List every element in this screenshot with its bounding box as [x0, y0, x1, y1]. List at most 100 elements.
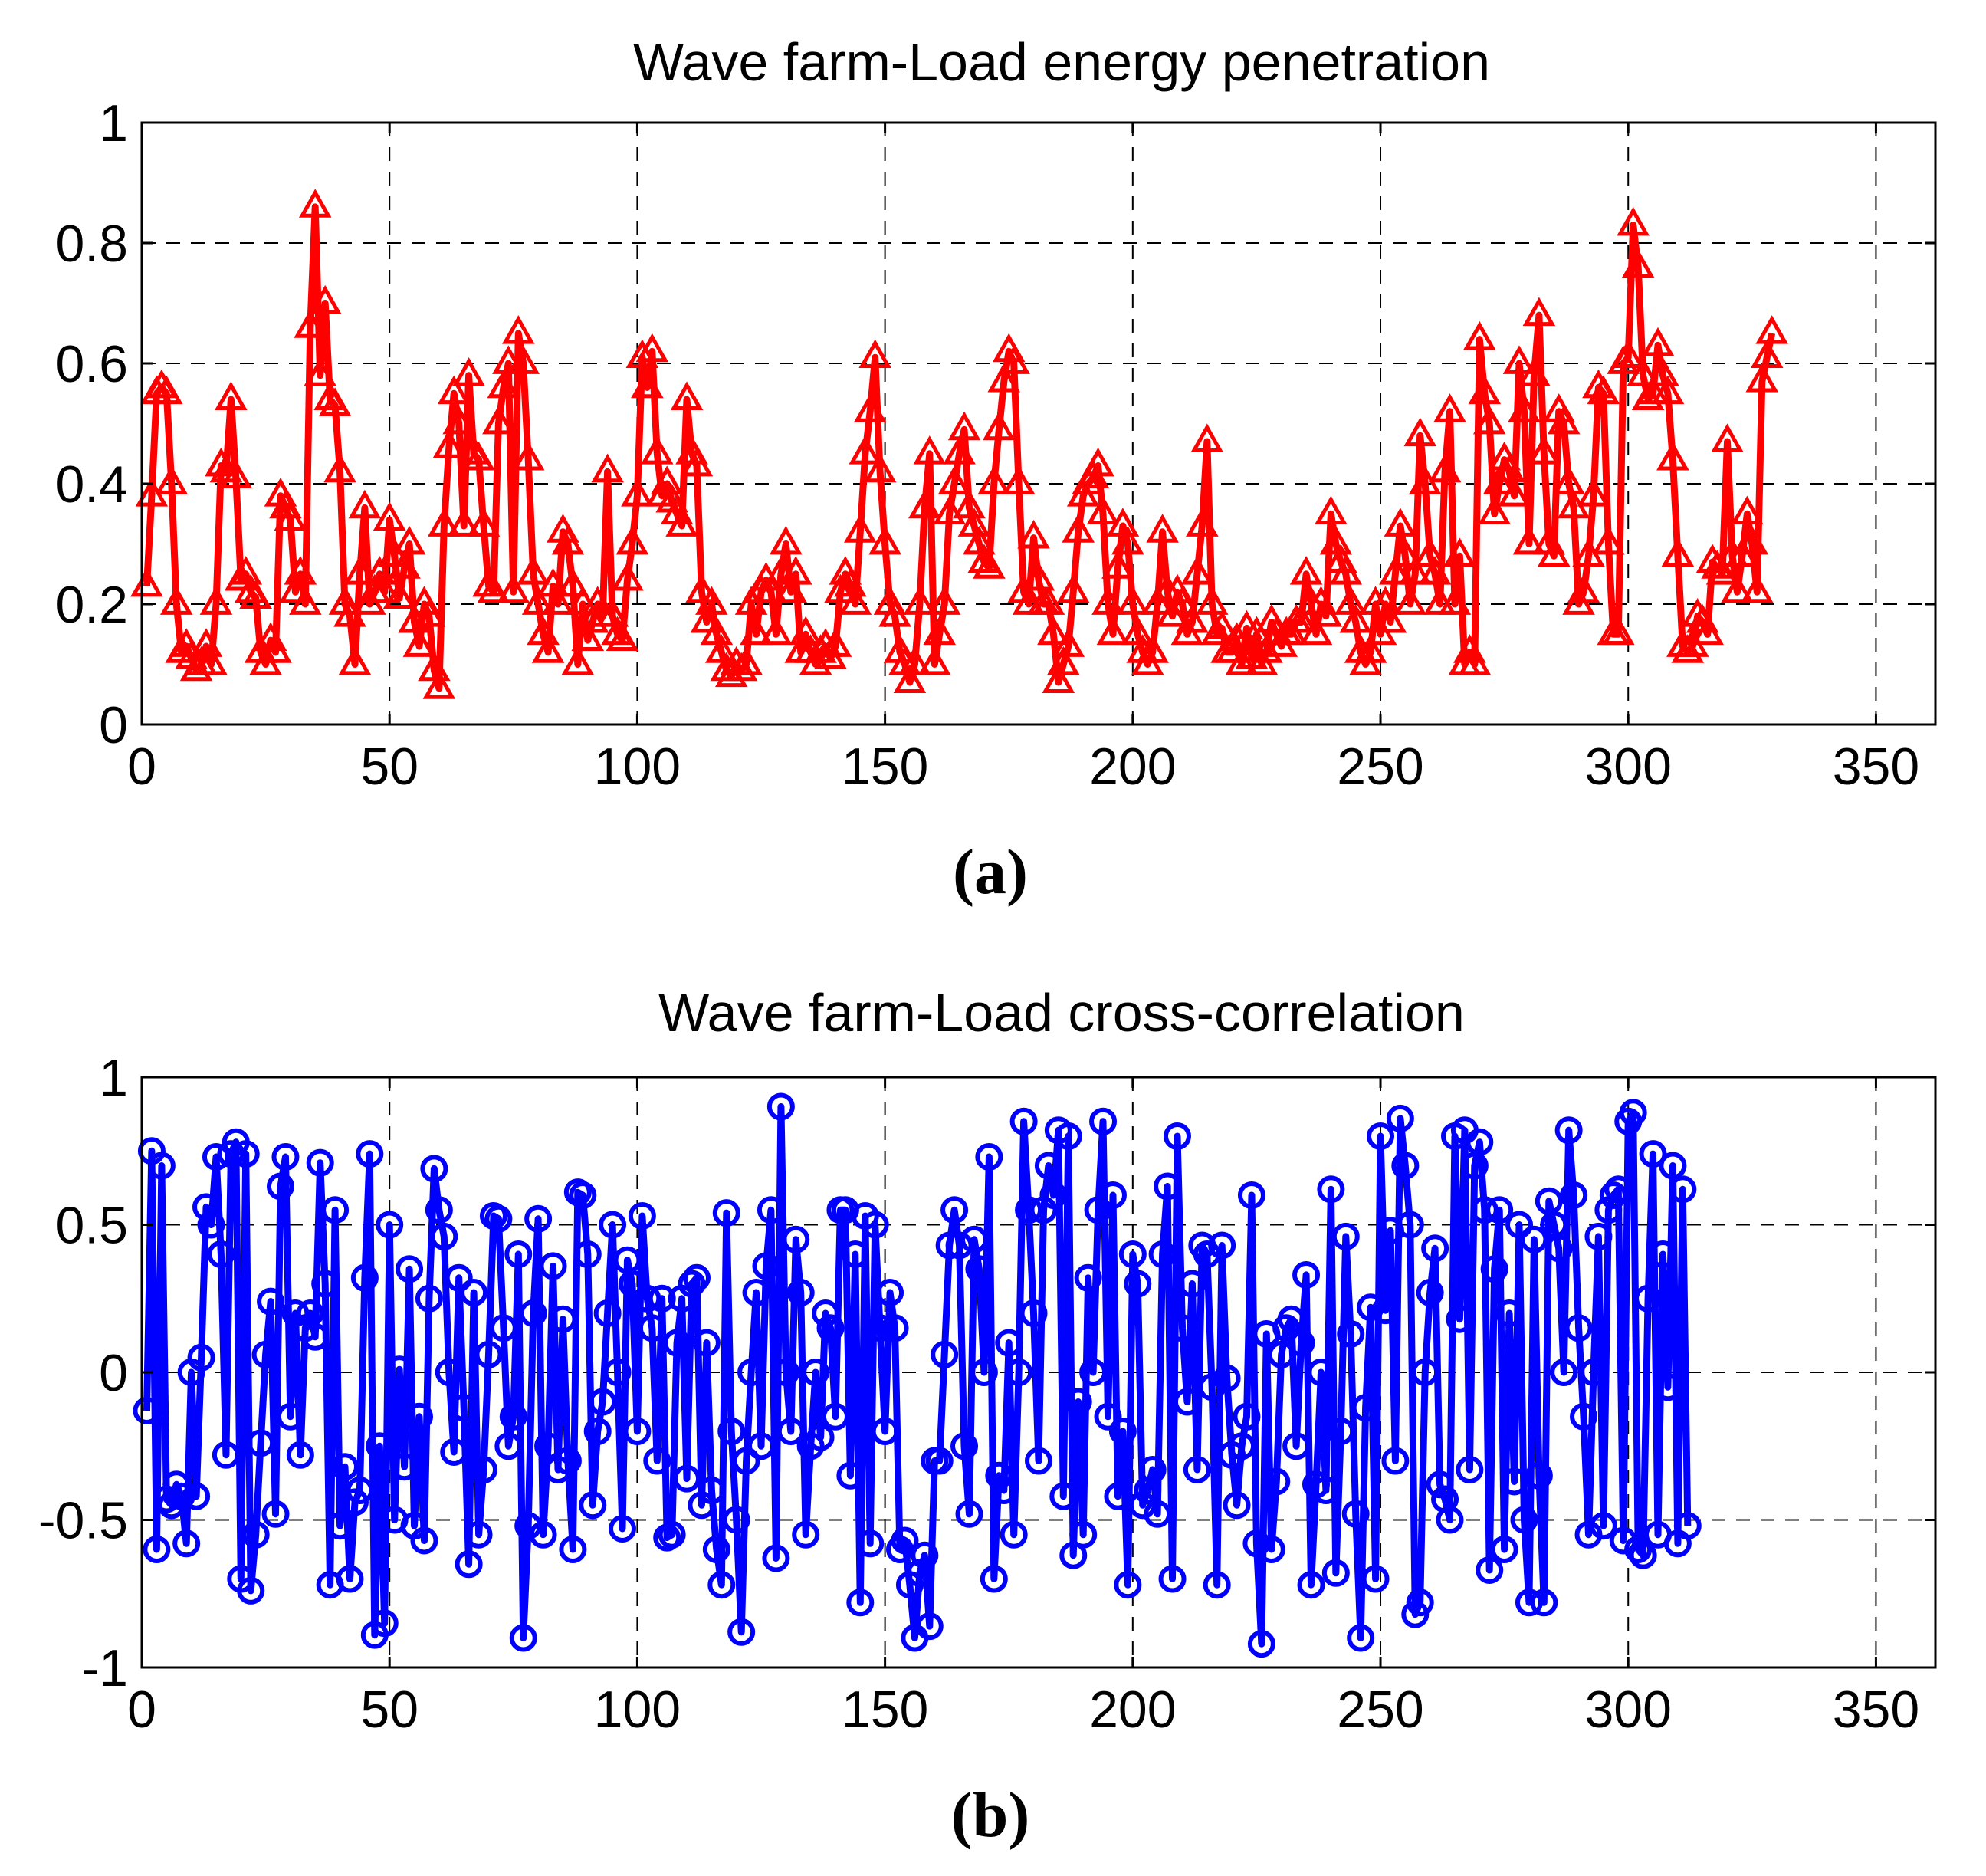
data-point: [1389, 537, 1422, 567]
data-point: [1403, 417, 1437, 447]
data-point: [386, 1355, 414, 1384]
data-point: [430, 1222, 458, 1250]
data-point: [1089, 1107, 1118, 1135]
data-point: [682, 1263, 711, 1292]
data-point: [712, 1199, 740, 1227]
data-point: [1522, 297, 1556, 327]
data-point: [464, 1520, 493, 1549]
data-point: [501, 315, 535, 344]
data-point: [1508, 393, 1541, 422]
data-point: [172, 1529, 201, 1558]
data-point: [1223, 1491, 1251, 1520]
axis-ticks: 0 50 100 150 200 250 300 350 -1 -0.5 0 0.5 1: [38, 1049, 1935, 1739]
data-point: [348, 489, 382, 519]
data-point: [1138, 1456, 1167, 1484]
data-point: [1446, 1305, 1474, 1333]
data-point: [1289, 556, 1323, 585]
data-point: [460, 1279, 488, 1307]
y-tick-label: 0.4: [55, 455, 128, 514]
data-point: [1195, 586, 1229, 615]
data-point: [1510, 1506, 1538, 1534]
data-point: [1653, 1373, 1682, 1401]
data-point: [947, 411, 981, 441]
x-tick-label: 250: [1337, 1681, 1423, 1739]
data-point: [836, 1461, 865, 1490]
data-point: [561, 646, 595, 675]
y-tick-label: 0: [99, 1344, 128, 1402]
data-point: [960, 1225, 988, 1253]
series-line: [143, 1103, 1692, 1648]
data-point: [286, 1441, 314, 1469]
data-point: [1367, 1122, 1395, 1150]
data-point: [839, 586, 872, 615]
data-point: [779, 556, 812, 585]
data-point: [1225, 646, 1259, 675]
x-tick-label: 350: [1833, 738, 1919, 796]
data-point: [1406, 1589, 1434, 1617]
data-point: [1237, 1181, 1265, 1209]
data-point: [1391, 1152, 1420, 1180]
data-point: [980, 1565, 1008, 1593]
data-point: [318, 387, 352, 416]
data-point: [1062, 514, 1095, 543]
data-point: [1750, 339, 1784, 369]
data-point: [1034, 1152, 1062, 1180]
data-point: [997, 345, 1030, 374]
data-point: [774, 573, 808, 603]
data-point: [625, 339, 659, 369]
data-point: [571, 622, 605, 651]
data-point: [576, 603, 609, 633]
data-point: [524, 1204, 553, 1233]
data-point: [231, 1140, 260, 1168]
data-point: [690, 603, 724, 633]
y-tick-label: 0.8: [55, 215, 128, 273]
data-point: [1554, 1116, 1583, 1145]
data-point: [215, 381, 248, 410]
data-point: [1552, 465, 1585, 494]
data-point: [425, 1196, 453, 1224]
data-point: [730, 646, 763, 675]
x-tick-label: 100: [594, 1681, 681, 1739]
data-point: [1485, 1196, 1514, 1224]
data-point: [673, 1464, 701, 1493]
data-point: [1178, 1270, 1206, 1298]
data-point: [732, 1447, 760, 1475]
data-point: [1321, 1559, 1350, 1587]
data-point: [1154, 1172, 1182, 1201]
data-point: [606, 622, 639, 651]
data-point: [987, 363, 1021, 393]
data-point: [792, 1520, 820, 1549]
data-point: [766, 1092, 795, 1121]
data-point: [450, 1394, 478, 1422]
data-point: [1176, 603, 1209, 633]
data-point: [388, 550, 421, 579]
data-point: [1015, 1196, 1043, 1224]
data-point: [905, 1559, 934, 1587]
data-point: [1421, 1234, 1449, 1263]
data-point: [881, 1314, 909, 1342]
data-point: [376, 1211, 404, 1239]
data-point: [1116, 586, 1150, 615]
plot-frame: [140, 121, 1937, 726]
data-point: [1492, 453, 1526, 483]
data-point: [1433, 393, 1466, 422]
data-point: [1673, 1512, 1702, 1540]
data-point: [1315, 495, 1348, 525]
data-point: [1005, 1359, 1033, 1386]
data-point: [1659, 1152, 1687, 1180]
data-point: [917, 646, 951, 675]
data-point: [553, 1447, 582, 1475]
data-point: [722, 1506, 750, 1534]
data-point: [487, 369, 520, 399]
x-tick-label: 250: [1337, 738, 1423, 796]
data-point: [1032, 586, 1065, 615]
data-point: [412, 598, 446, 627]
data-point: [1651, 375, 1685, 405]
data-point: [1337, 1319, 1365, 1348]
data-point: [754, 573, 788, 603]
x-tick-label: 0: [127, 1681, 156, 1739]
data-point: [1584, 1222, 1613, 1250]
data-point: [517, 556, 550, 585]
data-point: [858, 339, 891, 369]
